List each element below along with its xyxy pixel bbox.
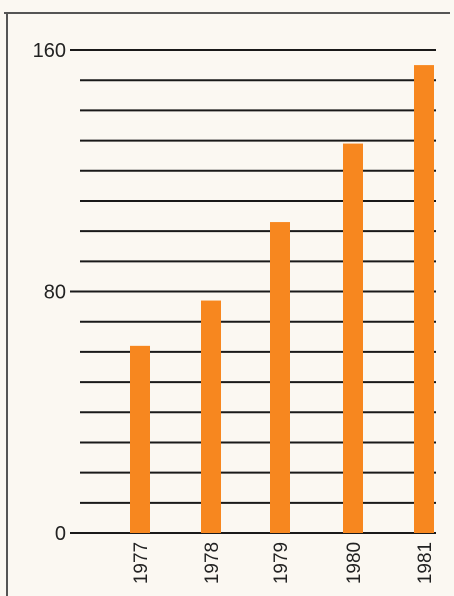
frame-top-border bbox=[4, 12, 450, 14]
bar-1977 bbox=[130, 345, 150, 533]
x-axis-labels: 1977 1978 1979 1980 1981 bbox=[131, 542, 436, 584]
frame-left-border bbox=[6, 12, 8, 596]
y-axis-ticks: 160 80 0 bbox=[33, 40, 80, 545]
x-tick-label: 1981 bbox=[415, 542, 436, 584]
x-tick-label: 1977 bbox=[131, 542, 152, 584]
bars bbox=[130, 65, 434, 534]
x-tick-label: 1979 bbox=[271, 542, 292, 584]
x-tick-label: 1980 bbox=[344, 542, 365, 584]
y-tick-label: 160 bbox=[33, 40, 66, 62]
bar-1978 bbox=[201, 300, 221, 533]
y-tick-label: 80 bbox=[44, 282, 66, 304]
gridlines bbox=[80, 49, 436, 534]
bar-1980 bbox=[343, 143, 363, 534]
y-tick-label: 0 bbox=[55, 523, 66, 545]
bar-1979 bbox=[270, 222, 290, 533]
x-tick-label: 1978 bbox=[202, 542, 223, 584]
bar-1981 bbox=[414, 65, 434, 533]
